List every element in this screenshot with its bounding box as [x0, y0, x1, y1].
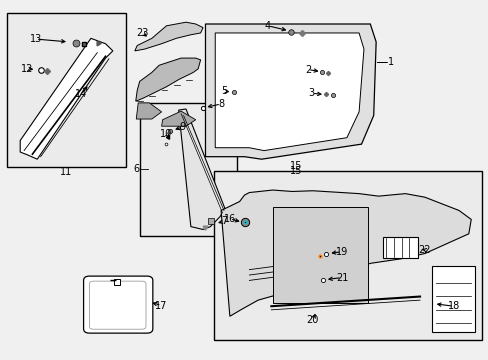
Bar — [213, 171, 481, 339]
Text: 19: 19 — [335, 247, 347, 257]
Text: 15: 15 — [289, 166, 301, 176]
Text: 14: 14 — [75, 89, 87, 99]
Text: 15: 15 — [289, 161, 301, 171]
Polygon shape — [178, 109, 224, 229]
Text: 17: 17 — [155, 301, 167, 311]
Text: 10: 10 — [160, 129, 172, 139]
Text: 20: 20 — [306, 315, 318, 325]
Bar — [6, 13, 126, 167]
Text: 1: 1 — [387, 57, 393, 67]
Polygon shape — [135, 22, 203, 51]
Bar — [272, 207, 367, 303]
Text: 3: 3 — [308, 88, 314, 98]
Text: 5: 5 — [221, 86, 227, 96]
Text: 12: 12 — [21, 64, 34, 74]
Text: 2: 2 — [304, 64, 310, 75]
Bar — [431, 266, 474, 332]
Bar — [382, 237, 417, 258]
Polygon shape — [20, 39, 113, 159]
FancyBboxPatch shape — [83, 276, 153, 333]
Text: 13: 13 — [30, 34, 42, 44]
Text: 8: 8 — [218, 99, 224, 109]
Text: 22: 22 — [418, 245, 430, 255]
Text: 11: 11 — [61, 167, 73, 177]
Polygon shape — [161, 111, 195, 126]
Text: 7: 7 — [221, 216, 227, 226]
Bar — [140, 103, 237, 235]
Text: 21: 21 — [335, 273, 347, 283]
Text: 16: 16 — [224, 214, 236, 224]
Polygon shape — [136, 58, 200, 101]
Text: 4: 4 — [264, 21, 270, 31]
Polygon shape — [205, 24, 375, 159]
Text: 6: 6 — [133, 164, 139, 174]
Polygon shape — [221, 190, 470, 316]
Text: 9: 9 — [179, 122, 185, 132]
Polygon shape — [136, 103, 161, 119]
Polygon shape — [215, 33, 363, 150]
Text: 18: 18 — [447, 301, 459, 311]
Text: 23: 23 — [136, 28, 148, 38]
